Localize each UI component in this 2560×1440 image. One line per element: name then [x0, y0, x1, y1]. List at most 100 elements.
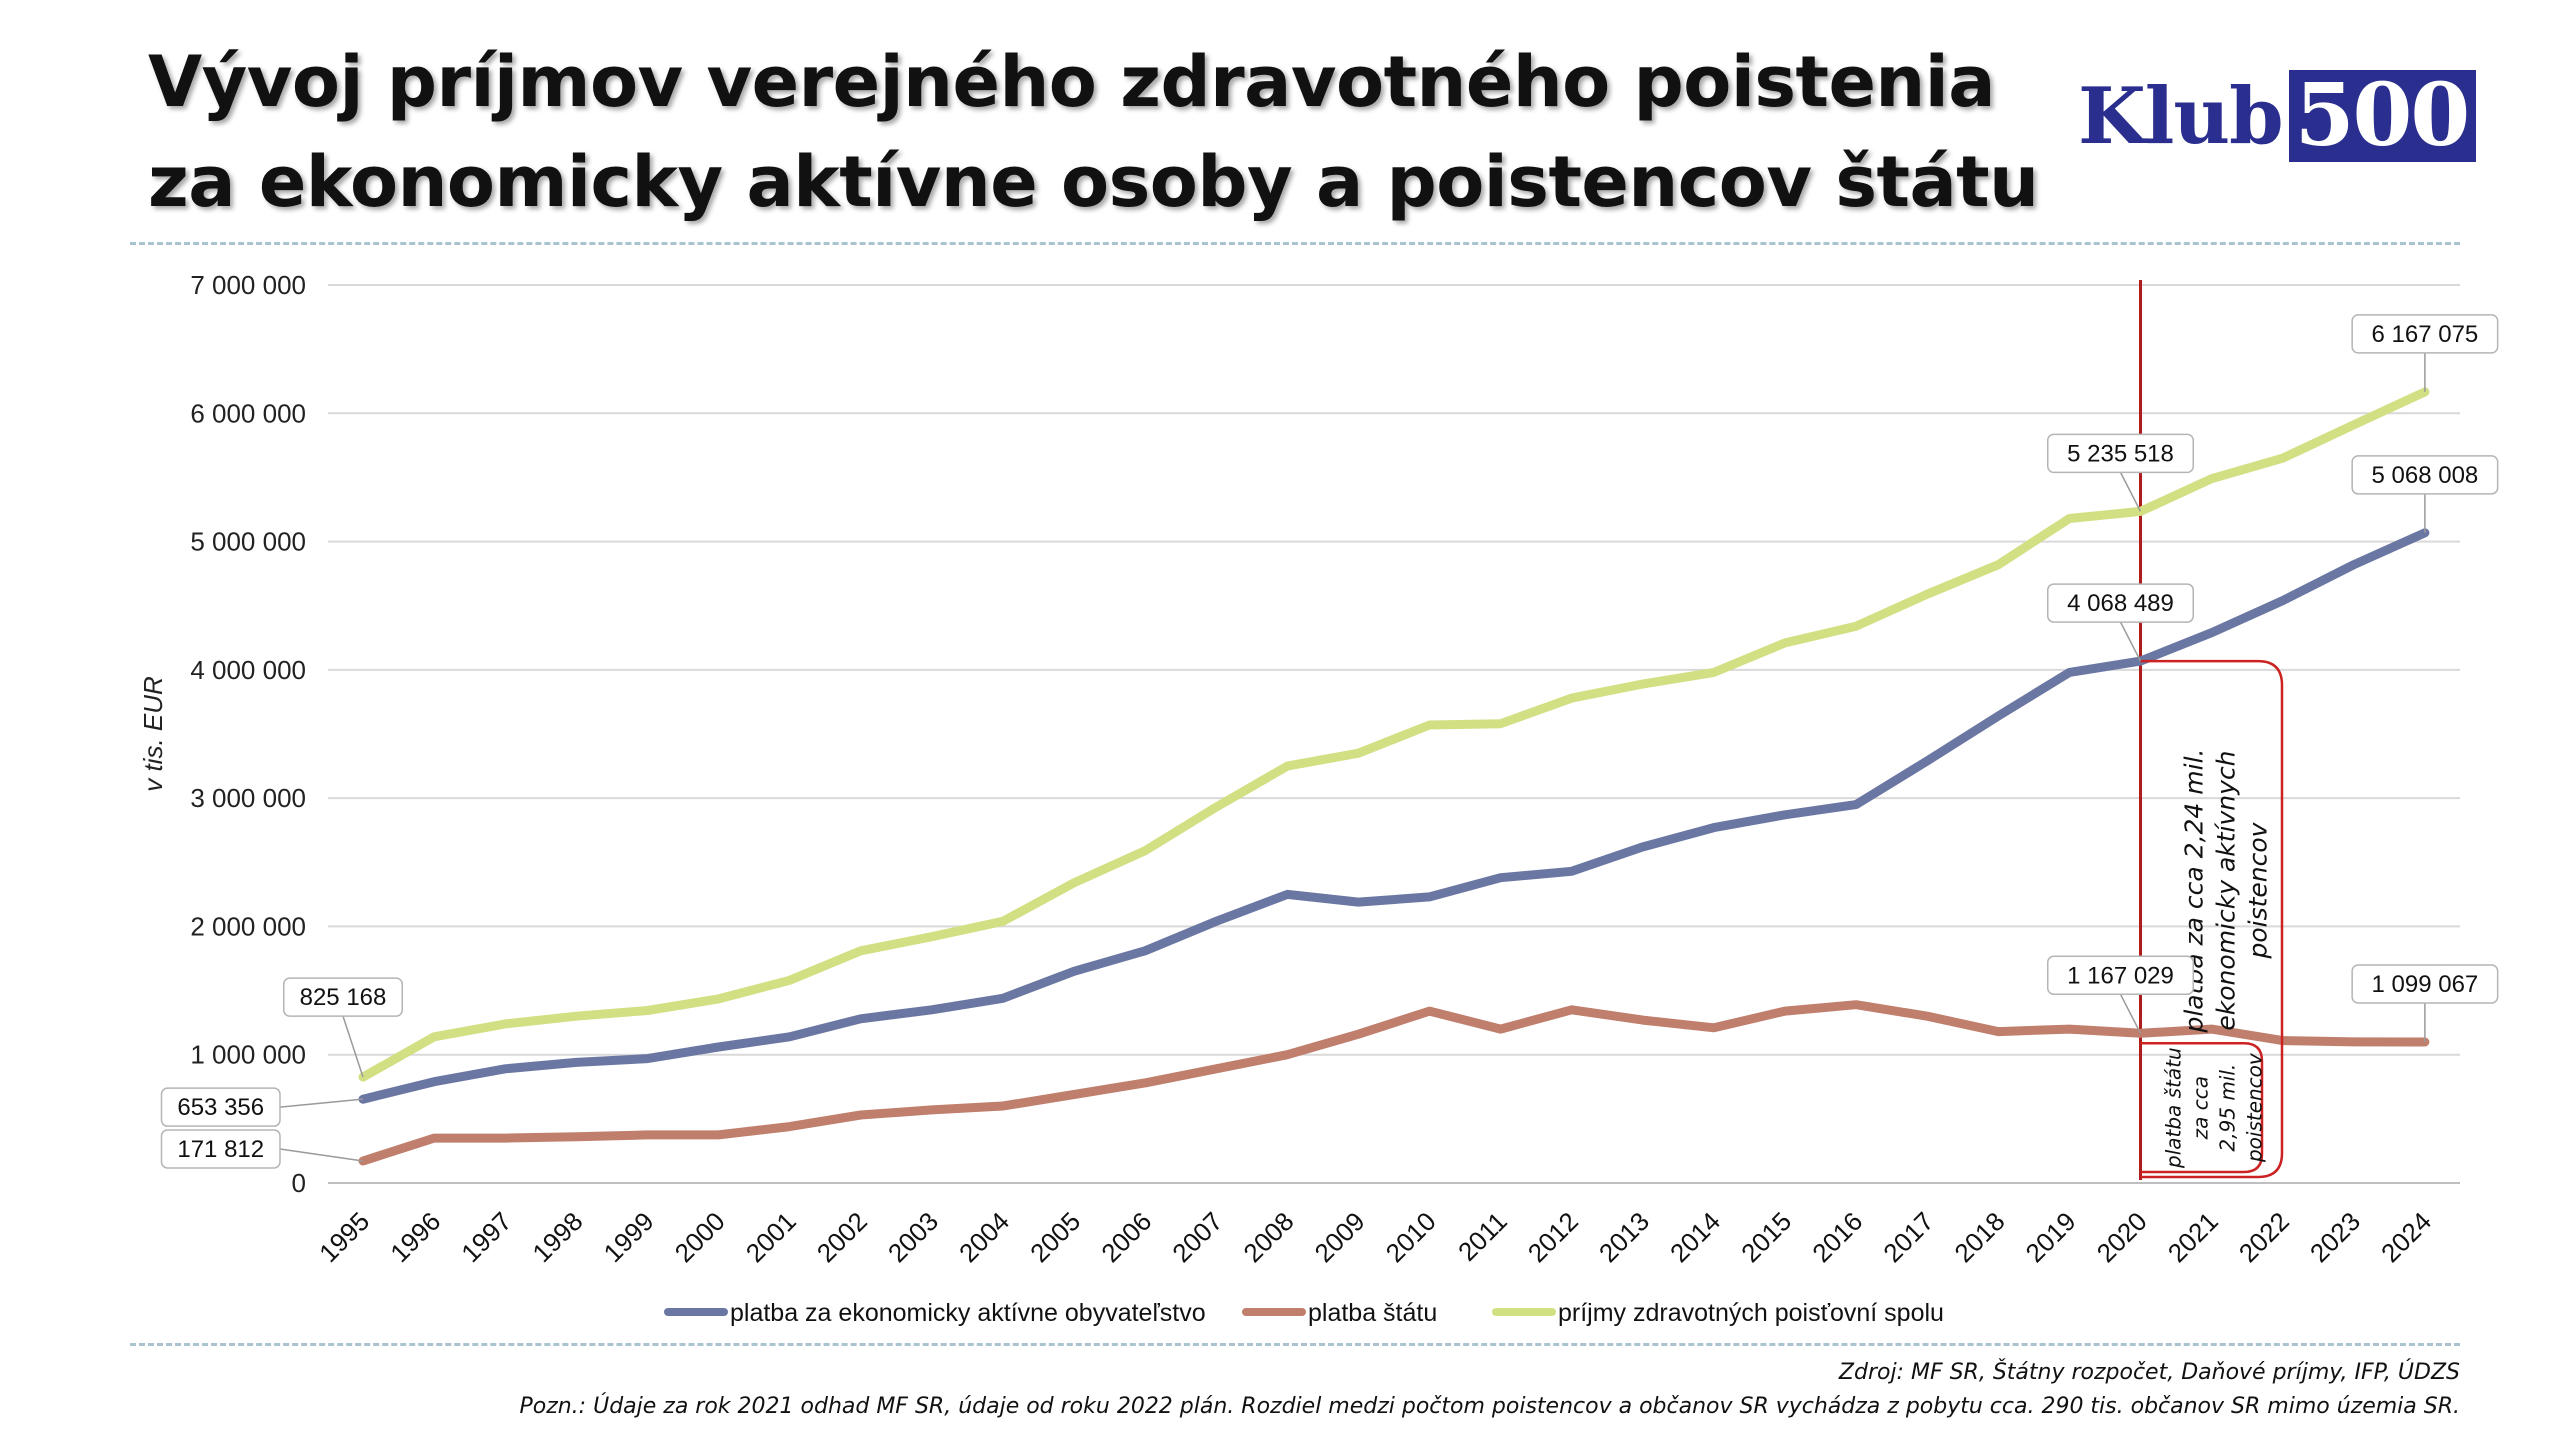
data-label: 6 167 075: [2351, 314, 2499, 392]
data-label-text: 6 167 075: [2372, 321, 2479, 348]
y-axis-label: v tis. EUR: [138, 676, 168, 792]
data-label-box: [2047, 955, 2194, 996]
data-label-box: [2351, 314, 2499, 354]
data-label-box: [283, 977, 403, 1017]
data-label: 1 099 067: [2351, 964, 2499, 1043]
legend-item: platba štátu: [1242, 1299, 1437, 1327]
data-label-leader: [342, 1015, 364, 1078]
annotation-text: poistencov: [2243, 1052, 2267, 1163]
logo-number: 500: [2288, 70, 2477, 162]
footnote: Pozn.: Údaje za rok 2021 odhad MF SR, úd…: [519, 1394, 2460, 1419]
x-tick-label: 2009: [1309, 1206, 1371, 1268]
y-tick-label: 1 000 000: [190, 1040, 306, 1070]
klub500-logo: Klub 500: [2078, 68, 2477, 164]
top-divider: [130, 242, 2460, 245]
data-label-text: 1 099 067: [2372, 971, 2479, 998]
data-label-leader: [2119, 993, 2142, 1034]
x-tick-label: 2018: [1948, 1206, 2010, 1268]
data-label-box: [2047, 583, 2194, 623]
x-tick-label: 2015: [1735, 1206, 1797, 1268]
data-label-text: 171 812: [177, 1136, 264, 1163]
x-tick-label: 2022: [2233, 1206, 2295, 1268]
x-tick-label: 1995: [313, 1206, 375, 1268]
data-label: 5 235 518: [2047, 433, 2194, 512]
x-tick-label: 2004: [953, 1206, 1015, 1268]
annotation-text: poistencov: [2244, 821, 2273, 959]
legend-label: platba za ekonomicky aktívne obyvateľstv…: [730, 1299, 1206, 1327]
y-tick-label: 4 000 000: [190, 655, 306, 685]
data-label-text: 825 168: [300, 984, 387, 1011]
upper-bracket: [2140, 659, 2284, 1179]
data-label-box: [2351, 964, 2499, 1004]
data-label: 4 068 489: [2047, 583, 2194, 662]
x-tick-label: 1997: [455, 1206, 517, 1268]
x-tick-label: 2017: [1877, 1206, 1939, 1268]
x-tick-label: 2019: [2020, 1206, 2082, 1268]
x-tick-label: 2011: [1452, 1206, 1513, 1267]
annotation-text: 2,95 mil.: [2216, 1064, 2240, 1152]
annotation-text: platba štátu: [2162, 1047, 2186, 1169]
annotation-text: za cca: [2189, 1076, 2213, 1140]
x-tick-label: 1996: [384, 1206, 446, 1268]
x-tick-label: 2008: [1237, 1206, 1299, 1268]
x-tick-label: 2024: [2375, 1206, 2437, 1268]
data-label-leader: [279, 1148, 364, 1162]
data-label-leader: [2119, 472, 2142, 512]
y-tick-label: 5 000 000: [190, 527, 306, 557]
data-label: 171 812: [160, 1129, 364, 1169]
x-tick-label: 2023: [2304, 1206, 2366, 1268]
data-label-box: [160, 1087, 281, 1127]
data-label-text: 5 235 518: [2067, 440, 2174, 467]
bottom-divider: [130, 1343, 2460, 1346]
x-tick-label: 2002: [811, 1206, 873, 1268]
x-tick-label: 2010: [1380, 1206, 1442, 1268]
data-label-text: 4 068 489: [2067, 590, 2174, 617]
page-title: Vývoj príjmov verejného zdravotného pois…: [148, 32, 2039, 232]
data-label-box: [2351, 455, 2499, 495]
series-line: [358, 1000, 2430, 1166]
y-tick-label: 2 000 000: [190, 911, 306, 941]
data-label-box: [160, 1129, 281, 1169]
logo-text: Klub: [2078, 70, 2284, 162]
lower-annotation: platba štátu za cca 2,95 mil. poistencov: [2162, 1047, 2267, 1169]
data-label: 825 168: [283, 977, 403, 1078]
x-tick-label: 2007: [1166, 1206, 1228, 1268]
x-tick-label: 2012: [1522, 1206, 1584, 1268]
data-label-box: [2047, 433, 2194, 474]
x-tick-label: 2003: [882, 1206, 944, 1268]
x-tick-label: 2005: [1024, 1206, 1086, 1268]
x-tick-label: 1998: [526, 1206, 588, 1268]
x-tick-label: 2013: [1593, 1206, 1655, 1268]
data-label-leader: [2119, 621, 2142, 662]
data-label: 1 167 029: [2047, 955, 2194, 1034]
title-line-2: za ekonomicky aktívne osoby a poistencov…: [148, 141, 2039, 223]
x-tick-label: 2016: [1806, 1206, 1868, 1268]
legend-item: príjmy zdravotných poisťovní spolu: [1492, 1299, 1944, 1327]
x-tick-label: 2001: [740, 1206, 802, 1268]
x-tick-label: 2014: [1664, 1206, 1726, 1268]
legend-item: platba za ekonomicky aktívne obyvateľstv…: [664, 1299, 1206, 1327]
series-line: [358, 528, 2430, 1104]
y-tick-label: 0: [292, 1168, 306, 1198]
series-line: [358, 387, 2430, 1082]
data-label-text: 653 356: [177, 1094, 264, 1121]
annotation-text: ekonomicky aktívnych: [2212, 750, 2241, 1030]
data-label: 653 356: [160, 1087, 364, 1127]
y-tick-label: 6 000 000: [190, 398, 306, 428]
y-tick-label: 7 000 000: [190, 270, 306, 300]
legend-label: platba štátu: [1308, 1299, 1437, 1327]
x-tick-label: 2020: [2091, 1206, 2153, 1268]
data-label-text: 1 167 029: [2067, 962, 2174, 989]
data-label: 5 068 008: [2351, 455, 2499, 533]
x-tick-label: 2021: [2162, 1206, 2224, 1268]
title-line-1: Vývoj príjmov verejného zdravotného pois…: [148, 41, 1996, 123]
legend-label: príjmy zdravotných poisťovní spolu: [1558, 1299, 1944, 1327]
x-tick-label: 2000: [669, 1206, 731, 1268]
source-note: Zdroj: MF SR, Štátny rozpočet, Daňové pr…: [1838, 1360, 2460, 1385]
x-tick-label: 1999: [598, 1206, 660, 1268]
data-label-text: 5 068 008: [2372, 462, 2479, 489]
x-tick-label: 2006: [1095, 1206, 1157, 1268]
data-label-leader: [279, 1098, 364, 1108]
y-tick-label: 3 000 000: [190, 783, 306, 813]
lower-bracket: [2140, 1042, 2264, 1174]
